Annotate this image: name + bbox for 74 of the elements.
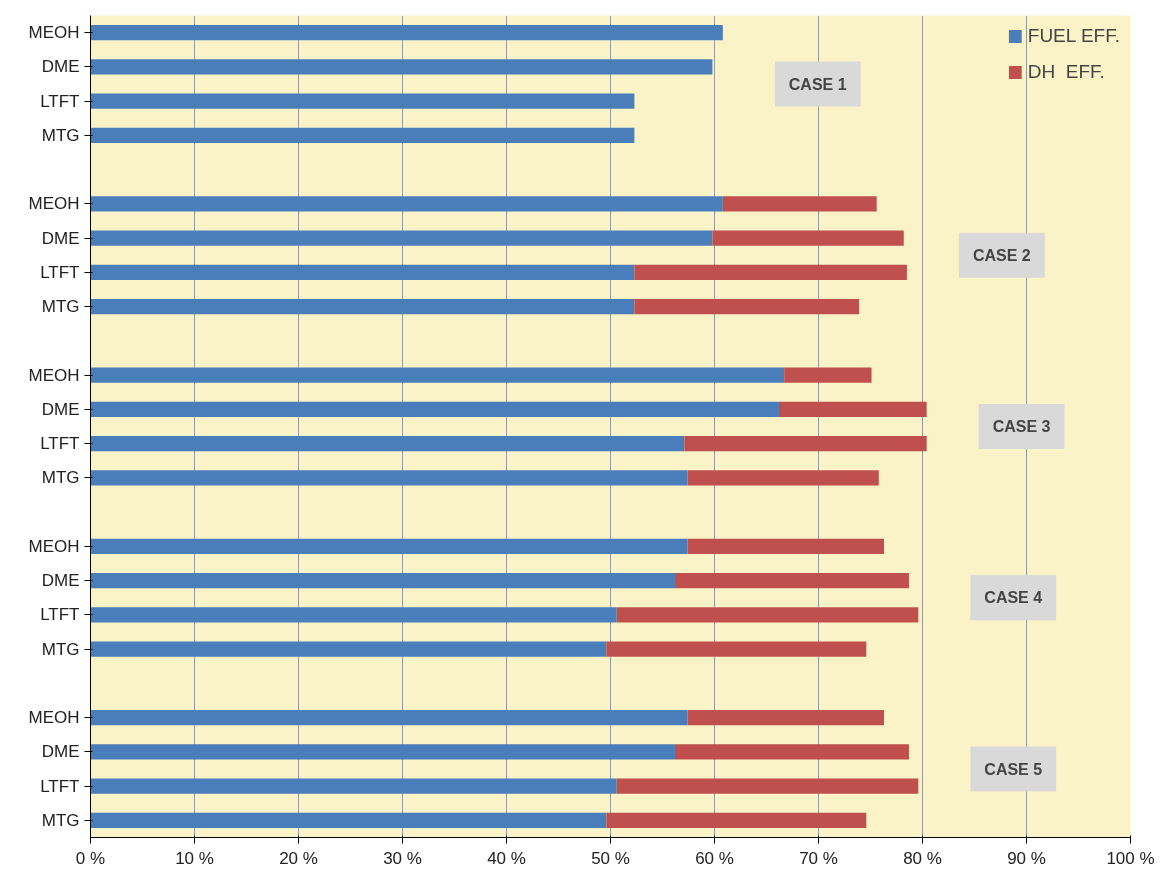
bar	[90, 298, 635, 315]
bar	[90, 196, 723, 212]
bar	[90, 470, 688, 486]
x-tick-label: 100 %	[1106, 848, 1155, 868]
bar	[90, 572, 675, 589]
x-tick-label: 90 %	[1007, 848, 1046, 868]
bar	[90, 367, 785, 383]
annotation: CASE 1	[788, 75, 847, 93]
y-tick-label: LTFT	[40, 605, 80, 625]
bar	[90, 744, 675, 760]
y-tick-label: LTFT	[40, 91, 80, 111]
bar	[778, 401, 927, 418]
x-tick-label: 80 %	[903, 848, 942, 868]
bar	[616, 778, 919, 794]
x-tick-label: 70 %	[799, 848, 838, 868]
y-tick-label: LTFT	[40, 434, 80, 454]
bar	[634, 298, 860, 315]
y-tick-label: DME	[41, 57, 80, 77]
y-tick-label: DME	[41, 228, 80, 248]
bar	[687, 470, 879, 486]
annotation: CASE 2	[972, 246, 1031, 264]
y-tick-label: DME	[41, 399, 80, 419]
y-tick-label: MTG	[41, 125, 80, 145]
legend-label: DH EFF.	[1027, 61, 1105, 83]
y-tick-label: LTFT	[40, 262, 80, 282]
y-tick-label: MTG	[41, 297, 80, 317]
y-tick-label: MTG	[41, 639, 80, 659]
x-tick-label: 30 %	[383, 848, 422, 868]
bar	[784, 367, 872, 383]
y-tick-label: MEOH	[28, 23, 80, 43]
bar	[712, 230, 904, 246]
y-tick-label: DME	[41, 571, 80, 591]
bar	[90, 538, 688, 555]
legend-label: FUEL EFF.	[1027, 25, 1120, 47]
bar	[90, 641, 607, 657]
x-tick-label: 0 %	[75, 848, 106, 868]
bar	[90, 24, 723, 41]
bar	[90, 778, 617, 794]
bar	[90, 127, 635, 144]
bar	[90, 230, 713, 246]
y-tick-label: LTFT	[40, 776, 80, 796]
x-tick-label: 10 %	[175, 848, 214, 868]
bar	[674, 572, 909, 589]
bar	[616, 607, 919, 623]
y-tick-label: DME	[41, 742, 80, 762]
bar	[90, 709, 688, 726]
bar	[90, 93, 635, 109]
bar	[722, 196, 877, 212]
y-tick-label: MEOH	[28, 708, 80, 728]
bar	[687, 709, 885, 726]
annotation: CASE 5	[984, 760, 1043, 778]
bar	[634, 264, 907, 281]
bar	[684, 435, 927, 452]
x-tick-label: 60 %	[695, 848, 734, 868]
bar	[674, 744, 909, 760]
bar	[606, 812, 867, 829]
x-tick-label: 50 %	[591, 848, 630, 868]
bar	[90, 264, 635, 281]
y-tick-label: MEOH	[28, 536, 80, 556]
y-tick-label: MTG	[41, 468, 80, 488]
y-tick-label: MTG	[41, 810, 80, 830]
x-tick-label: 40 %	[487, 848, 526, 868]
y-tick-label: MEOH	[28, 194, 80, 214]
annotation: CASE 3	[992, 418, 1051, 435]
bar	[606, 641, 867, 657]
bar	[90, 59, 713, 75]
bar	[90, 401, 779, 418]
bar	[90, 435, 685, 452]
bar	[90, 607, 617, 623]
annotation: CASE 4	[984, 589, 1043, 607]
y-tick-label: MEOH	[28, 365, 80, 385]
x-tick-label: 20 %	[279, 848, 318, 868]
bar	[90, 812, 607, 829]
bar	[687, 538, 885, 555]
